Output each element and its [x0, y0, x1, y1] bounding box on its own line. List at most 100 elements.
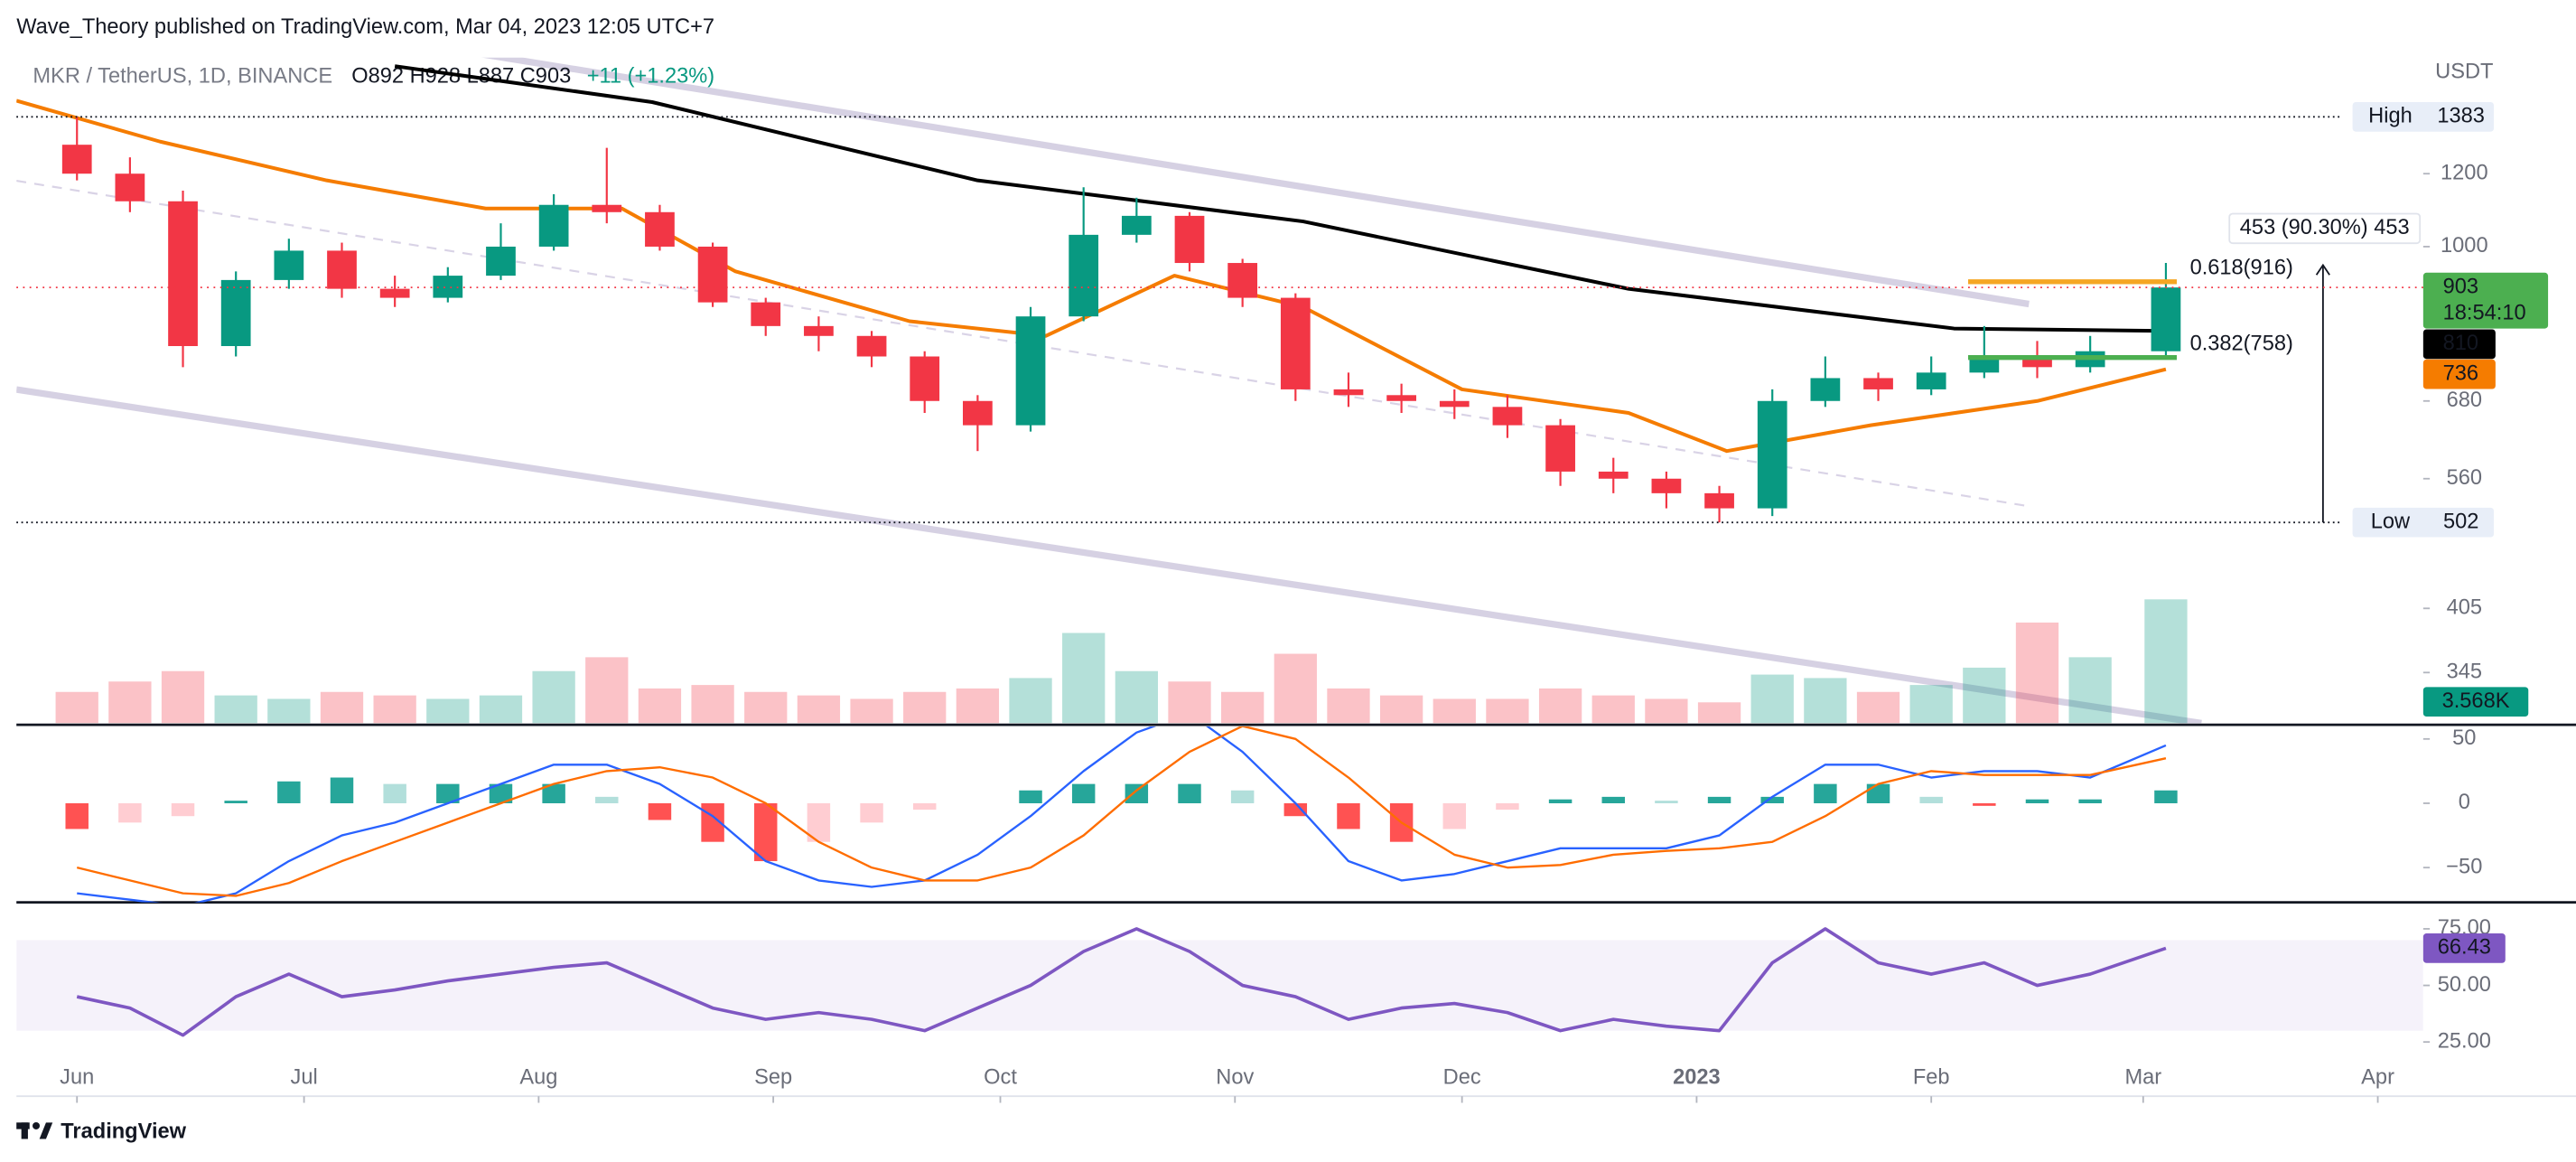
logo-text: TradingView [61, 1120, 186, 1143]
level-label: High [2368, 105, 2413, 128]
volume-bar [214, 695, 257, 724]
histogram-bar [2078, 799, 2102, 803]
histogram-bar [65, 802, 89, 829]
rsi-label: 66.43 [2438, 936, 2491, 960]
level-box [2352, 101, 2495, 132]
histogram-bar [1178, 783, 1201, 803]
candle-body [220, 279, 251, 347]
x-tick-label: Mar [2124, 1065, 2161, 1089]
y-tick-label: 680 [2447, 389, 2482, 412]
x-tick-label: Dec [1443, 1065, 1481, 1089]
histogram-bar [224, 801, 247, 803]
price-box [2422, 272, 2549, 329]
volume-bar [1856, 691, 1900, 724]
candle-body [1545, 425, 1575, 472]
candle-body [1439, 400, 1470, 408]
volume-bar [691, 685, 734, 724]
histogram-bar [2154, 790, 2178, 803]
volume-label: 3.568K [2442, 689, 2510, 713]
y-tick-label: 1200 [2441, 161, 2488, 184]
histogram-bar [860, 802, 883, 823]
x-tick-label: 2023 [1673, 1065, 1721, 1089]
candle-body [61, 145, 92, 174]
histogram-bar [489, 783, 513, 803]
ma-label: 810 [2443, 332, 2478, 355]
candle-body [1280, 297, 1311, 389]
volume-bar [744, 691, 788, 724]
price-label: 903 [2443, 275, 2478, 298]
candle-body [1598, 471, 1629, 479]
plot-layer [16, 927, 2423, 1037]
countdown: 18:54:10 [2443, 302, 2526, 325]
line [76, 927, 2167, 1037]
level-value: 1383 [2437, 105, 2485, 128]
x-tick-label: Apr [2361, 1065, 2394, 1089]
volume-bar [1062, 633, 1106, 724]
histogram-bar [754, 802, 778, 862]
histogram-bar [1707, 796, 1731, 803]
histogram-bar [1814, 783, 1837, 803]
y-tick-label: 50.00 [2438, 973, 2491, 997]
histogram-bar [542, 783, 565, 803]
y-tick-label: 560 [2447, 466, 2482, 490]
plot-layer [65, 726, 2178, 903]
publisher: Wave_Theory published on TradingView.com… [16, 15, 714, 39]
volume-bar [1963, 667, 2006, 724]
y-tick-label: 0 [2459, 791, 2470, 814]
histogram-bar [648, 802, 672, 820]
y-tick-label: 1000 [2441, 234, 2488, 258]
channel-lower [16, 386, 2202, 724]
volume-bar [320, 691, 364, 724]
histogram-bar [1283, 802, 1308, 817]
volume-bar [956, 688, 1000, 724]
volume-bar [797, 695, 841, 724]
candle-body [751, 302, 781, 326]
histogram-bar [1919, 796, 1943, 803]
logo-mark [39, 1122, 53, 1139]
y-tick-label: 50 [2452, 726, 2476, 750]
candle-body [1015, 316, 1046, 426]
volume-bar [2015, 622, 2059, 724]
histogram-bar [912, 802, 937, 811]
candle-body [379, 288, 410, 298]
logo: TradingView [16, 1120, 187, 1143]
y-tick-label: −50 [2446, 855, 2482, 878]
histogram-bar [1496, 802, 1519, 811]
symbol: MKR / TetherUS, 1D, BINANCE [33, 65, 332, 89]
histogram-bar [2025, 799, 2049, 803]
measure-label: 453 (90.30%) 453 [2240, 216, 2410, 239]
histogram-bar [383, 783, 406, 803]
histogram-bar [118, 802, 142, 823]
volume-bar [373, 695, 416, 724]
histogram-bar [436, 783, 460, 803]
candle-body [486, 246, 516, 276]
candle-body [1916, 372, 1946, 389]
y-tick-label: 345 [2447, 661, 2482, 684]
histogram-bar [277, 781, 301, 803]
volume-bar [1379, 695, 1423, 724]
candle-body [1174, 215, 1205, 264]
x-tick-label: Jun [60, 1065, 94, 1089]
histogram-bar [595, 796, 619, 803]
volume-bar [426, 698, 470, 724]
histogram-bar [1337, 802, 1360, 829]
candle-body [2022, 356, 2052, 368]
fib-label: 0.382(758) [2190, 332, 2293, 355]
logo-mark [33, 1121, 41, 1129]
histogram-bar [1125, 783, 1149, 803]
volume-bar [638, 688, 682, 724]
volume-bar [55, 691, 98, 724]
candle-body [645, 211, 675, 247]
volume-bar [1327, 688, 1370, 724]
candle-body [1969, 356, 2000, 373]
line [77, 726, 2167, 903]
candle-body [856, 335, 887, 357]
candle-body [910, 356, 940, 401]
x-tick-label: Jul [291, 1065, 318, 1089]
candle-body [804, 325, 834, 336]
ma-label: 736 [2443, 361, 2478, 385]
ma-box [2422, 329, 2496, 360]
candle-body [1863, 378, 1893, 389]
histogram-bar [1655, 801, 1678, 803]
